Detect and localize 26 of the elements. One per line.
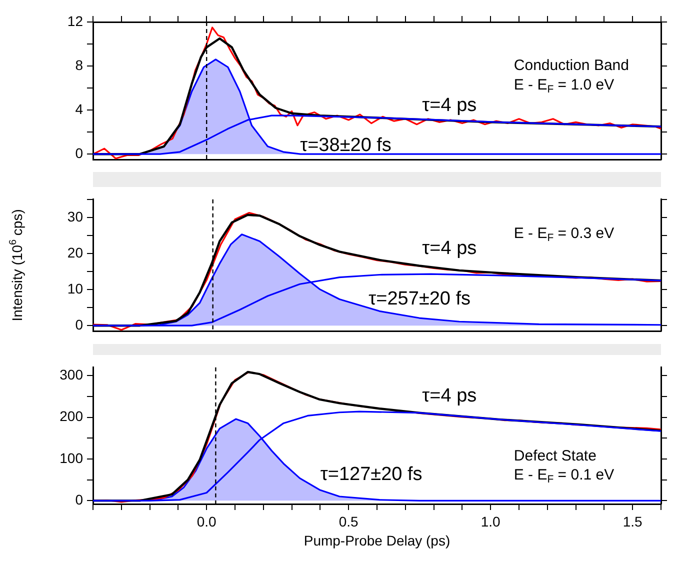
annotation: τ=4 ps — [422, 95, 477, 116]
annotation: τ=4 ps — [422, 238, 477, 259]
annotation: τ=4 ps — [422, 385, 477, 406]
y-tick-label: 0 — [75, 316, 84, 332]
annotation: τ=38±20 fs — [300, 135, 392, 156]
y-tick-label: 0 — [75, 144, 84, 161]
y-tick-label: 100 — [60, 450, 84, 466]
y-tick-label: 8 — [75, 56, 84, 73]
x-tick-label: 1.5 — [622, 513, 643, 530]
x-tick-label: 1.0 — [480, 513, 501, 530]
y-tick-label: 12 — [67, 12, 84, 29]
y-tick-label: 30 — [67, 208, 84, 224]
annotation: Defect State — [514, 447, 596, 464]
y-tick-label: 300 — [60, 366, 84, 383]
annotation: τ=257±20 fs — [368, 288, 471, 310]
y-tick-label: 4 — [75, 100, 84, 117]
y-axis-title: Intensity (106 cps) — [8, 209, 25, 322]
annotation: Conduction Band — [514, 57, 629, 74]
y-tick-label: 10 — [67, 280, 84, 296]
y-tick-label: 200 — [60, 408, 84, 424]
annotation: τ=127±20 fs — [320, 464, 422, 485]
y-tick-label: 20 — [67, 244, 84, 260]
y-tick-label: 0 — [75, 492, 84, 508]
x-axis-title: Pump-Probe Delay (ps) — [304, 532, 450, 548]
x-tick-label: 0.0 — [196, 513, 217, 530]
x-tick-label: 0.5 — [338, 513, 359, 530]
